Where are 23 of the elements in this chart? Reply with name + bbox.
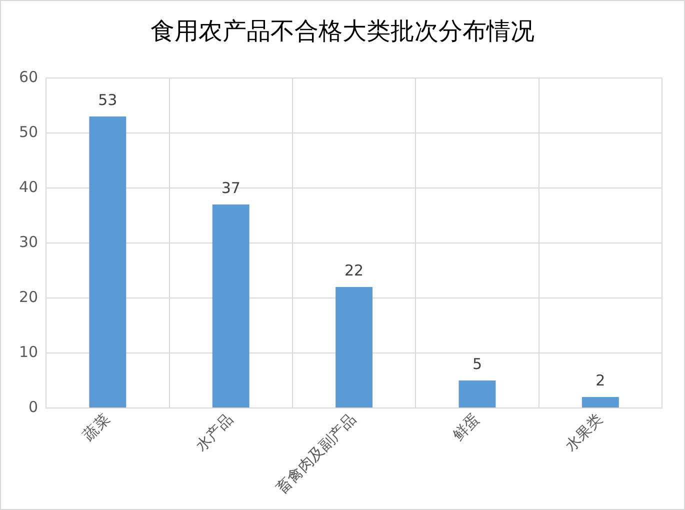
data-label: 53 bbox=[98, 90, 118, 109]
y-tick-label: 40 bbox=[18, 178, 38, 196]
y-tick-label: 10 bbox=[18, 342, 38, 361]
x-tick-label: 水产品 bbox=[192, 410, 236, 455]
data-label: 37 bbox=[221, 178, 240, 197]
x-tick-label: 畜禽肉及副产品 bbox=[272, 410, 360, 498]
bar bbox=[336, 287, 373, 408]
y-tick-label: 0 bbox=[28, 398, 38, 416]
y-tick-label: 30 bbox=[18, 232, 38, 251]
data-label: 5 bbox=[472, 354, 482, 373]
bar bbox=[582, 397, 619, 408]
bar bbox=[212, 204, 250, 408]
x-tick-label: 水果类 bbox=[561, 410, 606, 455]
bar bbox=[458, 380, 496, 408]
y-tick-label: 60 bbox=[18, 68, 38, 86]
data-label: 22 bbox=[344, 261, 364, 280]
y-tick-label: 50 bbox=[18, 122, 38, 141]
x-tick-label: 蔬菜 bbox=[79, 410, 114, 444]
bar bbox=[89, 116, 126, 408]
y-tick-label: 20 bbox=[18, 288, 38, 306]
data-label: 2 bbox=[596, 371, 606, 390]
x-tick-label: 鲜蛋 bbox=[448, 410, 483, 444]
chart-title: 食用农产品不合格大类批次分布情况 bbox=[150, 16, 536, 47]
